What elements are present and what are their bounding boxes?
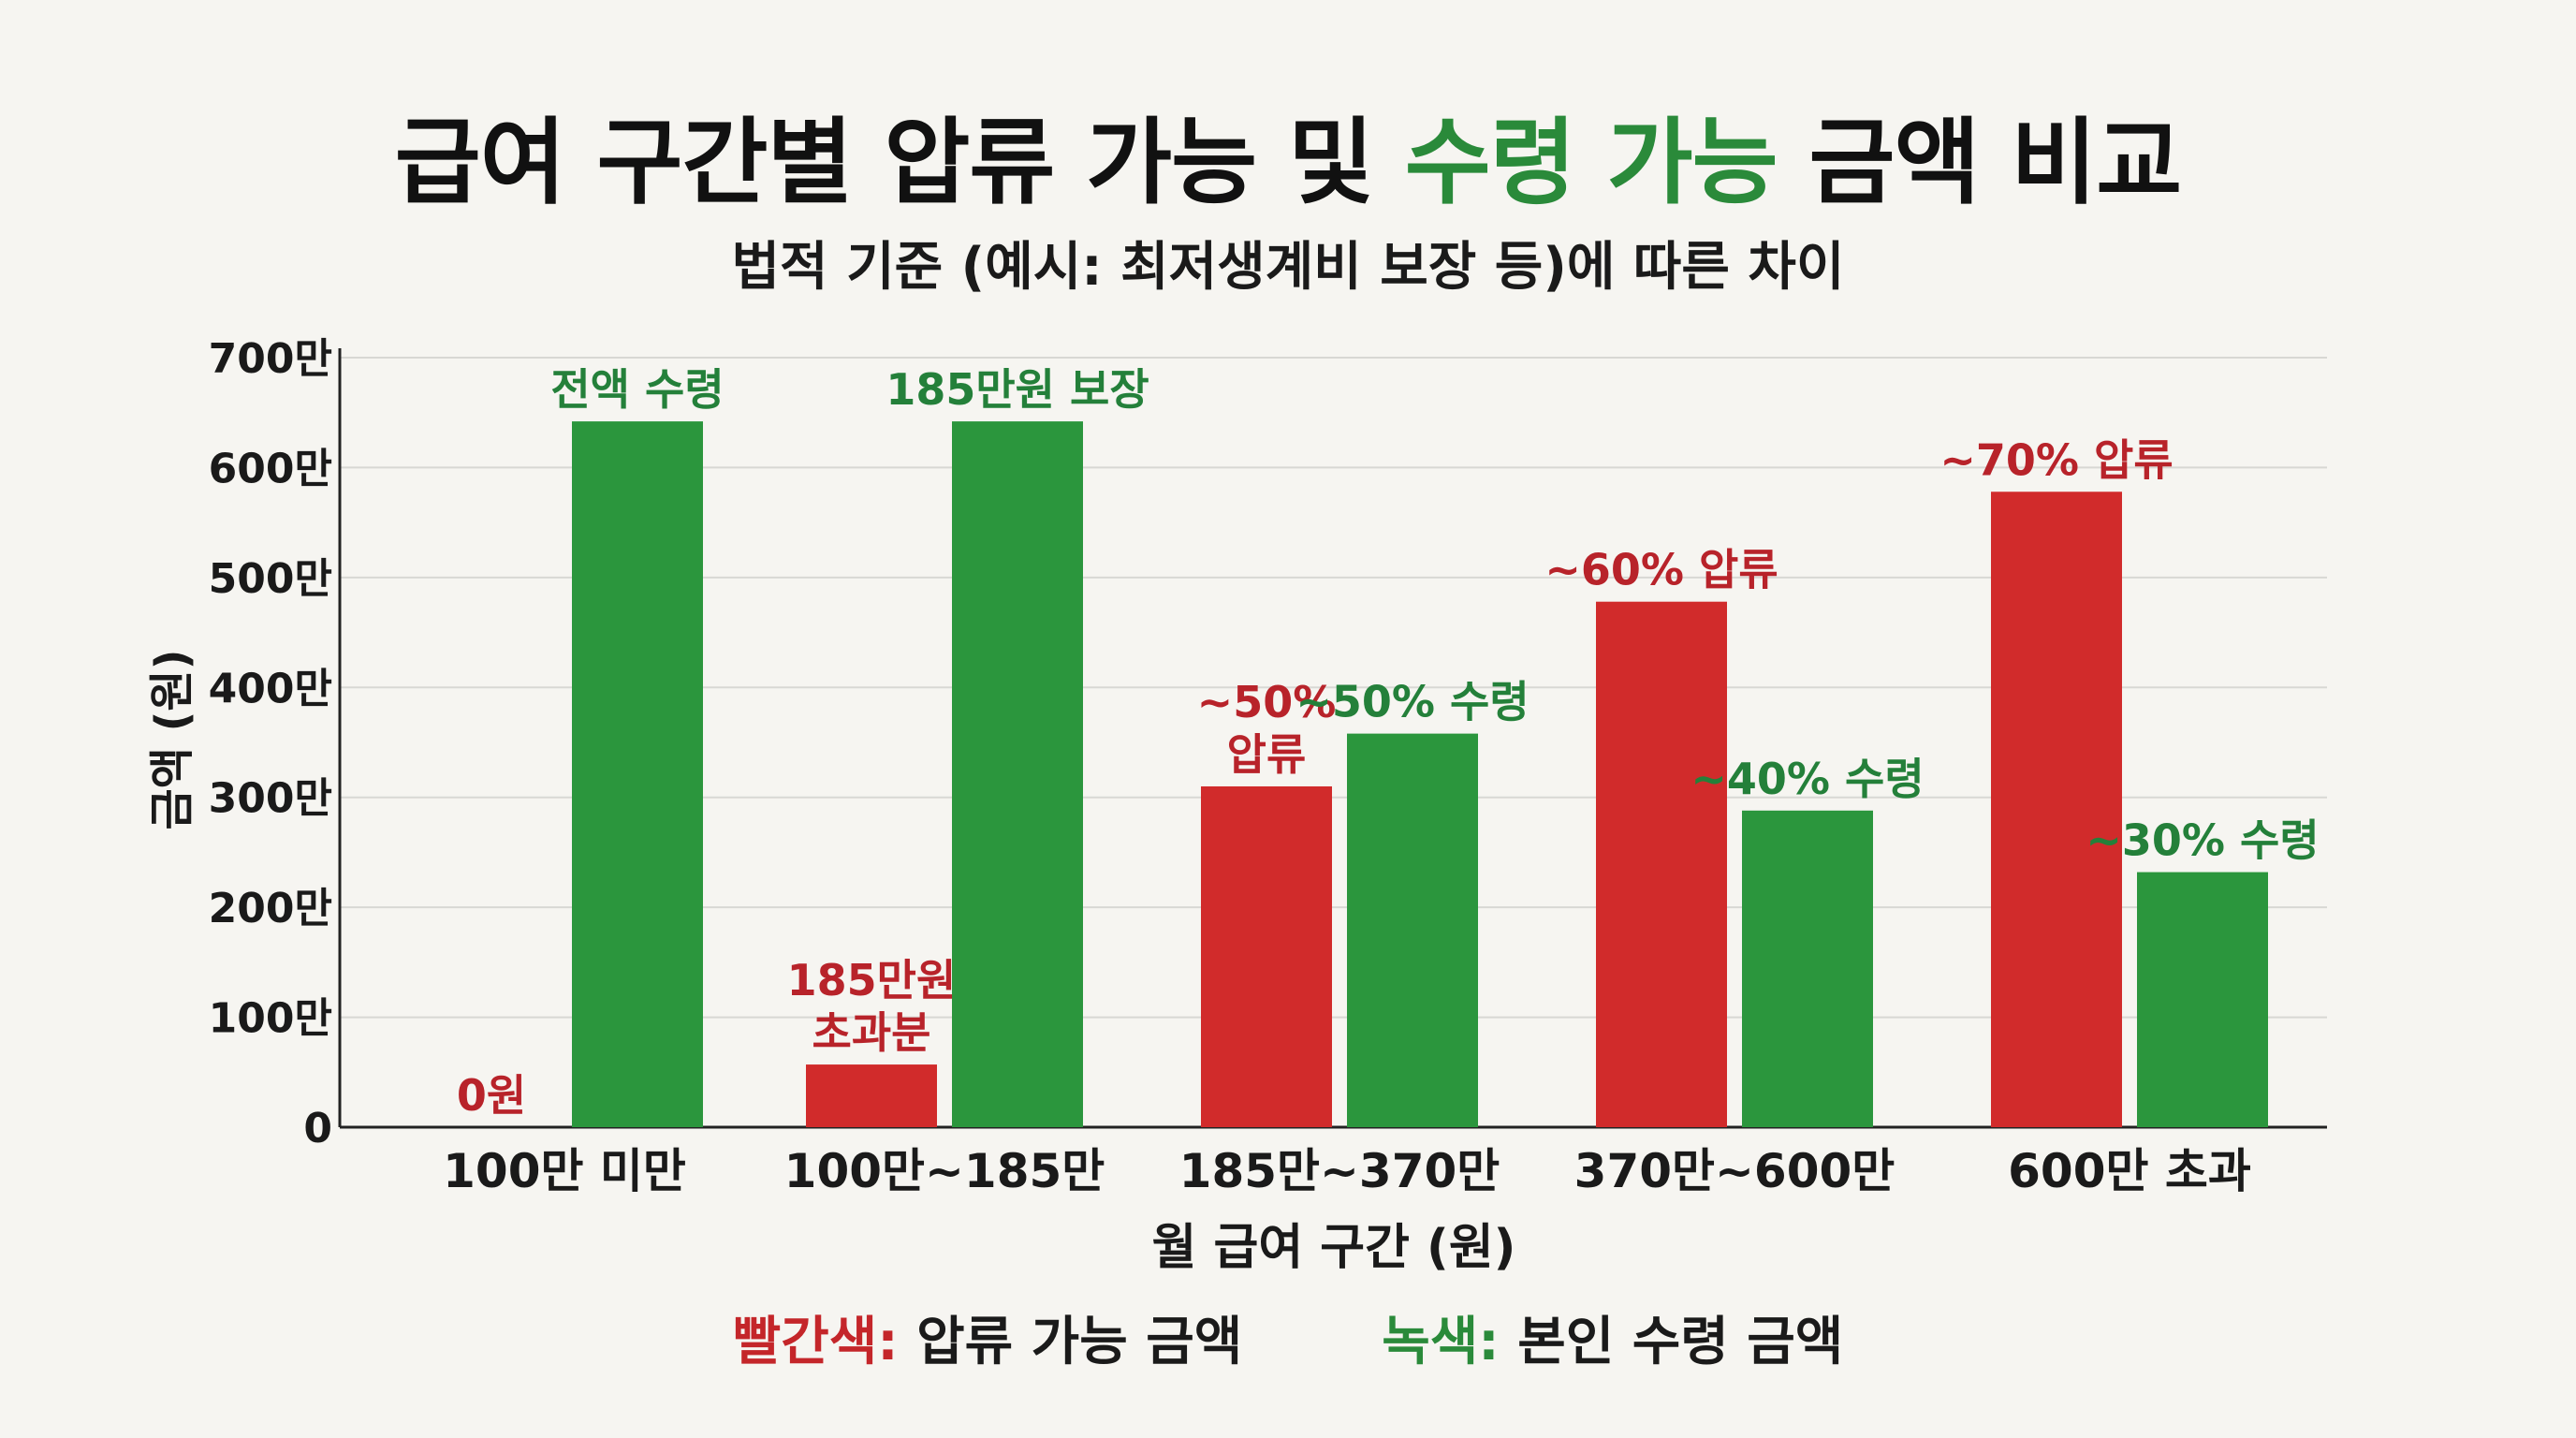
- y-tick-label: 400만: [209, 665, 332, 712]
- bar-green: [572, 421, 703, 1127]
- data-label-green: 전액 수령: [550, 364, 724, 415]
- chart-title-part2: 금액 비교: [1777, 108, 2182, 217]
- x-axis-title: 월 급여 구간 (원): [1152, 1220, 1516, 1276]
- data-label-red: 압류: [1227, 729, 1307, 780]
- data-label-red: 0원: [457, 1070, 526, 1121]
- y-tick-label: 100만: [209, 995, 332, 1043]
- x-tick-label: 185만~370만: [1179, 1144, 1500, 1198]
- legend-red-text: 압류 가능 금액: [916, 1312, 1243, 1372]
- bar-red: [1596, 601, 1727, 1127]
- legend-red-key: 빨간색:: [732, 1312, 899, 1372]
- data-label-green: ~30% 수령: [2086, 815, 2319, 866]
- y-tick-label: 600만: [209, 445, 332, 492]
- bar-green: [952, 421, 1083, 1127]
- x-tick-label: 600만 초과: [2008, 1144, 2251, 1198]
- chart-title: 급여 구간별 압류 가능 및 수령 가능 금액 비교: [0, 86, 2576, 222]
- y-tick-label: 500만: [209, 555, 332, 603]
- legend: 빨간색: 압류 가능 금액 녹색: 본인 수령 금액: [0, 1299, 2576, 1375]
- bar-red: [1201, 785, 1332, 1127]
- chart-title-highlight: 수령 가능: [1404, 108, 1778, 217]
- bar-green: [1742, 810, 1873, 1127]
- data-label-red: 185만원: [787, 955, 957, 1005]
- data-label-red: ~50%: [1197, 677, 1337, 727]
- data-label-red: ~60% 압류: [1544, 545, 1778, 595]
- data-label-green: ~50% 수령: [1295, 677, 1529, 727]
- legend-green-text: 본인 수령 금액: [1517, 1312, 1844, 1372]
- y-tick-label: 200만: [209, 885, 332, 932]
- bar-red: [1991, 492, 2122, 1127]
- x-tick-label: 100만~185만: [784, 1144, 1105, 1198]
- data-label-green: 185만원 보장: [886, 364, 1149, 415]
- chart-subtitle: 법적 기준 (예시: 최저생계비 보장 등)에 따른 차이: [731, 237, 1845, 298]
- bar-green: [1347, 733, 1478, 1127]
- legend-green-key: 녹색:: [1382, 1312, 1500, 1372]
- y-axis-title: 금액 (원): [146, 649, 198, 829]
- bar-red: [806, 1064, 937, 1127]
- data-label-red: ~70% 압류: [1939, 434, 2173, 485]
- data-label-green: ~40% 수령: [1690, 754, 1924, 804]
- data-label-red: 초과분: [812, 1007, 931, 1058]
- x-tick-label: 100만 미만: [443, 1144, 686, 1198]
- x-tick-label: 370만~600만: [1574, 1144, 1895, 1198]
- y-tick-label: 700만: [209, 335, 332, 383]
- y-tick-label: 300만: [209, 775, 332, 823]
- bar-green: [2137, 872, 2268, 1127]
- chart-title-part1: 급여 구간별 압류 가능 및: [394, 108, 1405, 217]
- y-tick-label: 0: [303, 1105, 332, 1152]
